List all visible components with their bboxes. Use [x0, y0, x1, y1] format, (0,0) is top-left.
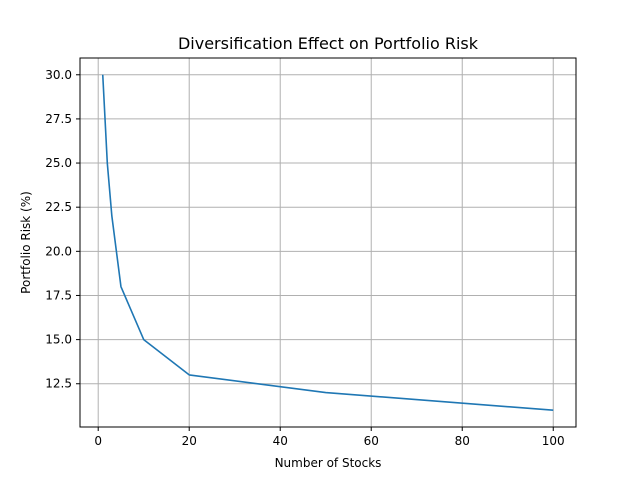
series-line — [101, 74, 554, 412]
x-tick-label: 60 — [364, 434, 379, 448]
chart-title: Diversification Effect on Portfolio Risk — [178, 34, 479, 53]
x-axis-ticks: 0 20 40 60 80 100 — [94, 427, 565, 448]
x-tick-label: 80 — [455, 434, 470, 448]
y-axis-ticks: 12.5 15.0 17.5 20.0 22.5 25.0 27.5 30.0 — [45, 68, 80, 391]
series-layer — [101, 74, 554, 412]
x-tick-label: 40 — [273, 434, 288, 448]
y-tick-label: 17.5 — [45, 288, 72, 302]
y-tick-label: 22.5 — [45, 200, 72, 214]
y-tick-label: 15.0 — [45, 333, 72, 347]
y-tick-label: 25.0 — [45, 156, 72, 170]
x-axis-label: Number of Stocks — [275, 456, 382, 470]
y-axis-label: Portfolio Risk (%) — [19, 191, 33, 294]
axes-frame — [79, 57, 577, 428]
x-tick-label: 0 — [94, 434, 102, 448]
x-tick-label: 100 — [542, 434, 565, 448]
y-tick-label: 27.5 — [45, 112, 72, 126]
grid-lines — [80, 58, 576, 427]
y-tick-label: 12.5 — [45, 377, 72, 391]
y-tick-label: 30.0 — [45, 68, 72, 82]
y-tick-label: 20.0 — [45, 244, 72, 258]
x-tick-label: 20 — [182, 434, 197, 448]
